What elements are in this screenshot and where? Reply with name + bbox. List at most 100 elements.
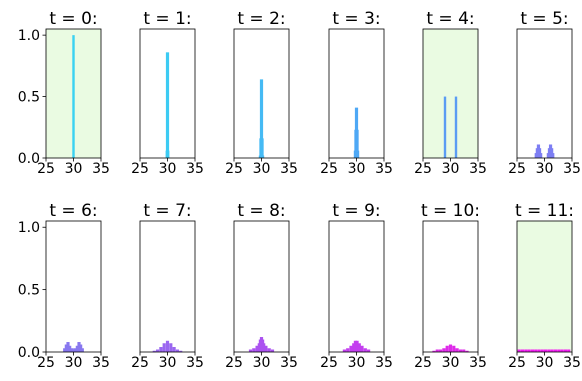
bar <box>259 79 264 158</box>
x-tick-label: 30 <box>348 355 366 371</box>
bar <box>156 349 160 352</box>
panel-background <box>423 221 478 352</box>
bar <box>367 349 371 352</box>
bar <box>445 345 449 352</box>
panel-background <box>46 221 101 352</box>
panel-title: t = 1: <box>143 9 191 29</box>
bar <box>448 344 453 352</box>
panel-title: t = 0: <box>49 9 97 29</box>
bar <box>346 348 350 352</box>
panel-background <box>329 221 384 352</box>
bar <box>517 349 521 352</box>
bar <box>352 343 356 352</box>
panel-background <box>517 221 572 352</box>
bar <box>435 349 439 352</box>
bar <box>267 348 271 352</box>
bar <box>458 349 462 352</box>
bar <box>71 349 76 352</box>
bar <box>544 349 548 352</box>
panel-11: t = 11: 25 30 35 <box>508 201 581 371</box>
bar <box>534 349 538 352</box>
bar <box>258 155 262 158</box>
panel-10: t = 10: 25 30 35 <box>414 201 487 371</box>
bar <box>261 155 265 158</box>
bar <box>439 349 443 352</box>
panel-1: t = 1: 25 30 35 <box>131 9 204 177</box>
x-tick-label: 35 <box>563 161 581 177</box>
x-tick-label: 35 <box>375 161 393 177</box>
bar <box>64 344 68 352</box>
x-tick-label: 25 <box>131 161 149 177</box>
x-tick-label: 25 <box>131 355 149 371</box>
bar <box>551 153 555 158</box>
x-tick-label: 25 <box>320 161 338 177</box>
x-tick-label: 30 <box>442 161 460 177</box>
panel-4: t = 4: 25 30 35 <box>414 9 487 177</box>
bar <box>547 349 551 352</box>
x-tick-label: 35 <box>186 161 204 177</box>
x-tick-label: 30 <box>253 355 271 371</box>
x-tick-label: 25 <box>320 355 338 371</box>
bar <box>169 343 173 352</box>
panel-background <box>234 221 289 352</box>
x-tick-label: 35 <box>92 355 110 371</box>
bar <box>353 340 357 352</box>
bar <box>540 349 544 352</box>
panel-5: t = 5: 25 30 35 <box>508 9 581 177</box>
panel-title: t = 7: <box>143 201 191 221</box>
y-tick-label: 0.0 <box>18 345 40 361</box>
panel-2: t = 2: 25 30 35 <box>225 9 298 177</box>
panel-title: t = 5: <box>520 9 568 29</box>
bar <box>63 348 67 352</box>
x-tick-label: 35 <box>280 355 298 371</box>
bar <box>75 345 79 352</box>
bar <box>557 349 561 352</box>
panel-title: t = 6: <box>49 201 97 221</box>
bar <box>560 349 564 352</box>
bar <box>539 153 543 158</box>
bar <box>79 344 83 352</box>
bar <box>524 349 528 352</box>
x-tick-label: 25 <box>414 355 432 371</box>
bar <box>260 138 264 158</box>
bar <box>179 350 183 353</box>
bar <box>465 350 469 353</box>
bar <box>462 349 466 352</box>
x-tick-label: 35 <box>469 161 487 177</box>
bar <box>72 35 75 159</box>
x-tick-label: 35 <box>186 355 204 371</box>
bar <box>567 349 571 352</box>
bar <box>530 349 534 352</box>
y-tick-label: 0.5 <box>18 283 40 299</box>
x-tick-label: 25 <box>508 355 526 371</box>
panel-title: t = 2: <box>237 9 285 29</box>
x-tick-label: 25 <box>225 161 243 177</box>
bar <box>165 340 170 352</box>
panel-title: t = 8: <box>237 201 285 221</box>
bar <box>264 345 268 352</box>
bar <box>175 349 179 352</box>
bar <box>550 349 554 352</box>
panel-background <box>423 29 478 158</box>
panel-9: t = 9: 25 30 35 <box>320 201 393 371</box>
y-tick-label: 0.0 <box>18 151 40 167</box>
bar <box>166 150 170 158</box>
x-tick-label: 35 <box>563 355 581 371</box>
x-tick-label: 35 <box>469 355 487 371</box>
x-tick-label: 25 <box>37 161 55 177</box>
x-tick-label: 30 <box>65 161 83 177</box>
bar <box>452 345 456 352</box>
bar <box>353 150 357 158</box>
bar <box>355 340 359 352</box>
bar <box>363 348 367 352</box>
x-tick-label: 30 <box>536 355 554 371</box>
x-tick-label: 35 <box>280 161 298 177</box>
bar <box>152 350 156 353</box>
panel-title: t = 10: <box>421 201 480 221</box>
bar <box>66 342 70 352</box>
bar <box>563 349 567 352</box>
x-tick-label: 30 <box>442 355 460 371</box>
bar <box>162 343 166 352</box>
x-tick-label: 35 <box>375 355 393 371</box>
